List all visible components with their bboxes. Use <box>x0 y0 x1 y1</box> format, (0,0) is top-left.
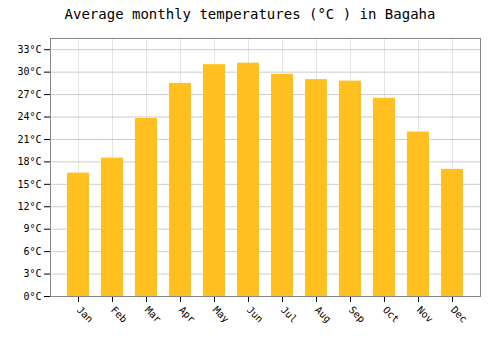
svg-text:24°C: 24°C <box>17 111 41 122</box>
svg-text:27°C: 27°C <box>17 89 41 100</box>
svg-text:15°C: 15°C <box>17 179 41 190</box>
svg-text:33°C: 33°C <box>17 44 41 55</box>
svg-text:Sep: Sep <box>347 304 368 325</box>
svg-text:Jan: Jan <box>75 304 96 325</box>
svg-text:Nov: Nov <box>415 304 436 325</box>
svg-text:18°C: 18°C <box>17 156 41 167</box>
svg-text:21°C: 21°C <box>17 134 41 145</box>
svg-text:12°C: 12°C <box>17 201 41 212</box>
svg-text:Dec: Dec <box>449 304 470 325</box>
svg-text:May: May <box>211 304 232 325</box>
svg-text:3°C: 3°C <box>23 268 41 279</box>
svg-text:9°C: 9°C <box>23 223 41 234</box>
svg-text:30°C: 30°C <box>17 66 41 77</box>
svg-text:Apr: Apr <box>177 304 198 325</box>
svg-text:6°C: 6°C <box>23 246 41 257</box>
html-text:Average monthly temperatures (: Average monthly temperatures (°C ) in Ba… <box>64 6 436 22</box>
svg-text:Jul: Jul <box>279 304 300 325</box>
svg-text:Feb: Feb <box>109 304 130 325</box>
svg-text:Mar: Mar <box>143 304 164 325</box>
svg-text:Oct: Oct <box>381 304 402 325</box>
svg-text:Jun: Jun <box>245 304 266 325</box>
svg-text:Aug: Aug <box>313 304 334 325</box>
svg-text:0°C: 0°C <box>23 291 41 302</box>
